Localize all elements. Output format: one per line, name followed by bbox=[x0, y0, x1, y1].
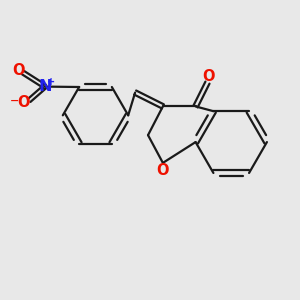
Text: +: + bbox=[47, 76, 55, 87]
Text: O: O bbox=[202, 69, 215, 84]
Text: −: − bbox=[10, 95, 19, 106]
Text: O: O bbox=[17, 95, 29, 110]
Text: O: O bbox=[157, 163, 169, 178]
Text: N: N bbox=[38, 79, 52, 94]
Text: O: O bbox=[12, 63, 25, 78]
